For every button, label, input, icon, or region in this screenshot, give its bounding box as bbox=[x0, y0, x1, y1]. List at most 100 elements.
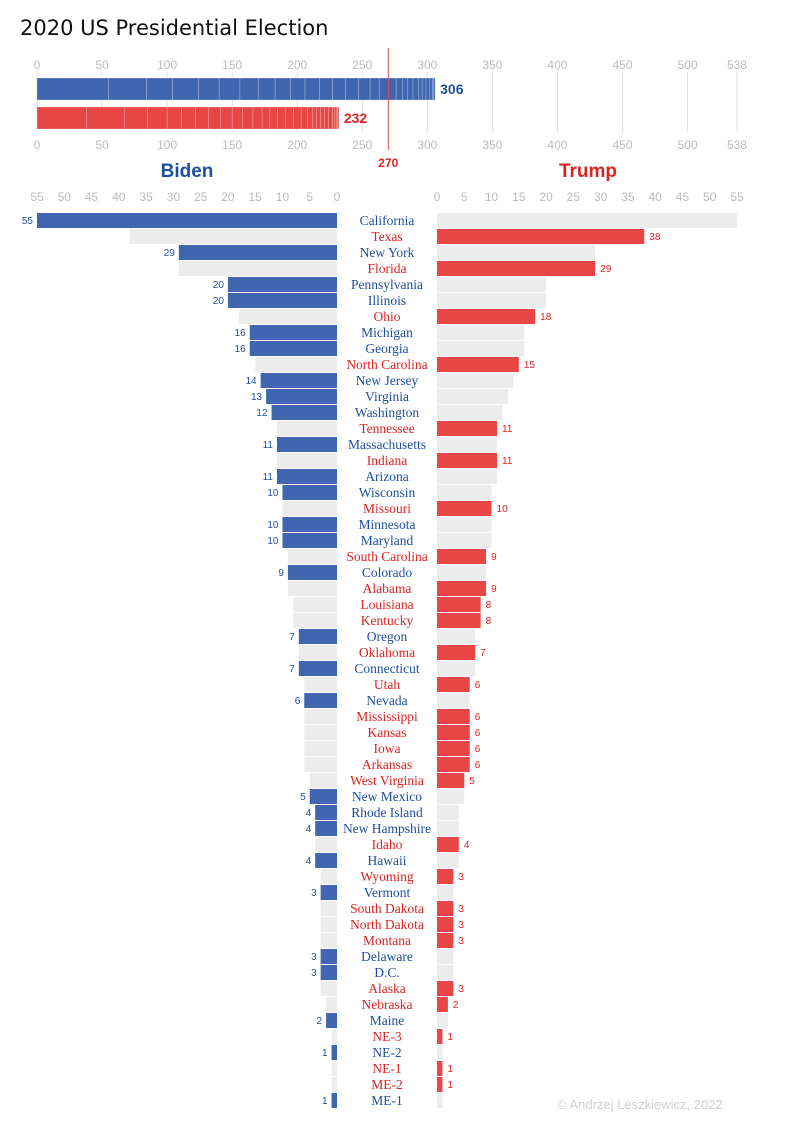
top-tick-label-bottom: 0 bbox=[34, 138, 41, 152]
top-bar-segment bbox=[319, 77, 333, 101]
state-label: Arizona bbox=[365, 469, 408, 484]
state-label: South Dakota bbox=[350, 901, 424, 916]
state-label: Alaska bbox=[368, 981, 406, 996]
right-background-bar bbox=[437, 629, 476, 644]
right-value-label: 1 bbox=[447, 1080, 453, 1091]
right-value-label: 9 bbox=[491, 584, 497, 595]
left-tick-label: 40 bbox=[112, 190, 126, 204]
chart-title: 2020 US Presidential Election bbox=[20, 16, 329, 40]
state-label: Iowa bbox=[374, 741, 401, 756]
top-tick-label: 100 bbox=[157, 58, 177, 72]
state-label: Missouri bbox=[363, 501, 411, 516]
left-bar bbox=[260, 373, 337, 388]
left-bar bbox=[331, 1093, 337, 1108]
left-value-label: 11 bbox=[263, 472, 274, 483]
left-bar bbox=[227, 293, 337, 308]
left-background-bar bbox=[293, 613, 337, 628]
right-bar bbox=[437, 309, 536, 324]
left-background-bar bbox=[309, 773, 337, 788]
left-tick-label: 20 bbox=[221, 190, 235, 204]
top-tick-label: 50 bbox=[95, 58, 109, 72]
top-bar-segment bbox=[345, 77, 359, 101]
top-bar-segment bbox=[257, 77, 276, 101]
state-label: Oregon bbox=[367, 629, 408, 644]
state-label: West Virginia bbox=[350, 773, 424, 788]
right-tick-label: 30 bbox=[594, 190, 608, 204]
left-bar bbox=[320, 885, 337, 900]
right-bar bbox=[437, 261, 596, 276]
top-bar-segment bbox=[433, 77, 436, 101]
top-total-label: 306 bbox=[440, 81, 464, 97]
left-background-bar bbox=[320, 901, 337, 916]
top-tick-label-bottom: 100 bbox=[157, 138, 177, 152]
left-tick-label: 50 bbox=[58, 190, 72, 204]
top-bar-segment bbox=[421, 77, 427, 101]
right-value-label: 6 bbox=[475, 712, 481, 723]
state-label: Illinois bbox=[368, 293, 406, 308]
right-bar bbox=[437, 981, 454, 996]
left-value-label: 1 bbox=[322, 1048, 328, 1059]
right-background-bar bbox=[437, 693, 470, 708]
right-bar bbox=[437, 1077, 443, 1092]
right-bar bbox=[437, 837, 459, 852]
right-title: Trump bbox=[559, 161, 617, 182]
state-label: Vermont bbox=[364, 885, 411, 900]
left-background-bar bbox=[287, 581, 337, 596]
state-label: Michigan bbox=[361, 325, 413, 340]
state-label: Virginia bbox=[365, 389, 409, 404]
right-bar bbox=[437, 773, 465, 788]
top-bar-segment bbox=[198, 77, 220, 101]
top-bar-segment bbox=[274, 77, 291, 101]
state-label: North Dakota bbox=[350, 917, 424, 932]
top-bar-segment bbox=[108, 77, 147, 101]
state-label: Delaware bbox=[361, 949, 413, 964]
left-background-bar bbox=[331, 1061, 337, 1076]
credit: © Andrzej Leszkiewicz, 2022 bbox=[557, 1097, 723, 1112]
right-background-bar bbox=[437, 325, 525, 340]
top-bar-segment bbox=[332, 77, 346, 101]
right-background-bar bbox=[437, 853, 459, 868]
left-value-label: 16 bbox=[235, 328, 247, 339]
left-bar bbox=[320, 949, 337, 964]
top-tick-label: 450 bbox=[612, 58, 632, 72]
top-tick-label-bottom: 450 bbox=[612, 138, 632, 152]
right-bar bbox=[437, 725, 470, 740]
top-bar-segment bbox=[407, 77, 414, 101]
top-bar-segment bbox=[332, 106, 336, 130]
top-total-label: 232 bbox=[344, 110, 368, 126]
state-label: Pennsylvania bbox=[351, 277, 423, 292]
right-bar bbox=[437, 869, 454, 884]
left-tick-label: 35 bbox=[139, 190, 153, 204]
right-value-label: 18 bbox=[540, 312, 552, 323]
right-background-bar bbox=[437, 373, 514, 388]
right-value-label: 1 bbox=[447, 1064, 453, 1075]
state-label: Indiana bbox=[367, 453, 407, 468]
top-tick-label: 400 bbox=[547, 58, 567, 72]
right-background-bar bbox=[437, 517, 492, 532]
left-background-bar bbox=[326, 997, 337, 1012]
top-tick-label: 200 bbox=[287, 58, 307, 72]
left-bar bbox=[282, 485, 337, 500]
right-value-label: 2 bbox=[453, 1000, 459, 1011]
right-bar bbox=[437, 581, 487, 596]
state-label: Colorado bbox=[362, 565, 412, 580]
left-title: Biden bbox=[161, 161, 214, 182]
top-bar-segment bbox=[123, 106, 148, 130]
right-value-label: 8 bbox=[486, 616, 492, 627]
right-value-label: 29 bbox=[600, 264, 612, 275]
right-tick-label: 0 bbox=[434, 190, 441, 204]
right-value-label: 11 bbox=[502, 424, 513, 435]
state-label: Idaho bbox=[372, 837, 403, 852]
left-value-label: 4 bbox=[306, 808, 312, 819]
state-label: ME-2 bbox=[371, 1077, 403, 1092]
left-background-bar bbox=[320, 933, 337, 948]
top-grid: 0 0 50 50 100 100 150 150 200 200 250 250 300 300 350 3… bbox=[34, 58, 748, 152]
top-bar-segment bbox=[412, 77, 419, 101]
right-bar bbox=[437, 421, 497, 436]
right-tick-label: 10 bbox=[485, 190, 499, 204]
left-bar bbox=[287, 565, 337, 580]
top-bar-segment bbox=[378, 77, 389, 101]
left-value-label: 55 bbox=[22, 216, 34, 227]
left-background-bar bbox=[178, 261, 337, 276]
